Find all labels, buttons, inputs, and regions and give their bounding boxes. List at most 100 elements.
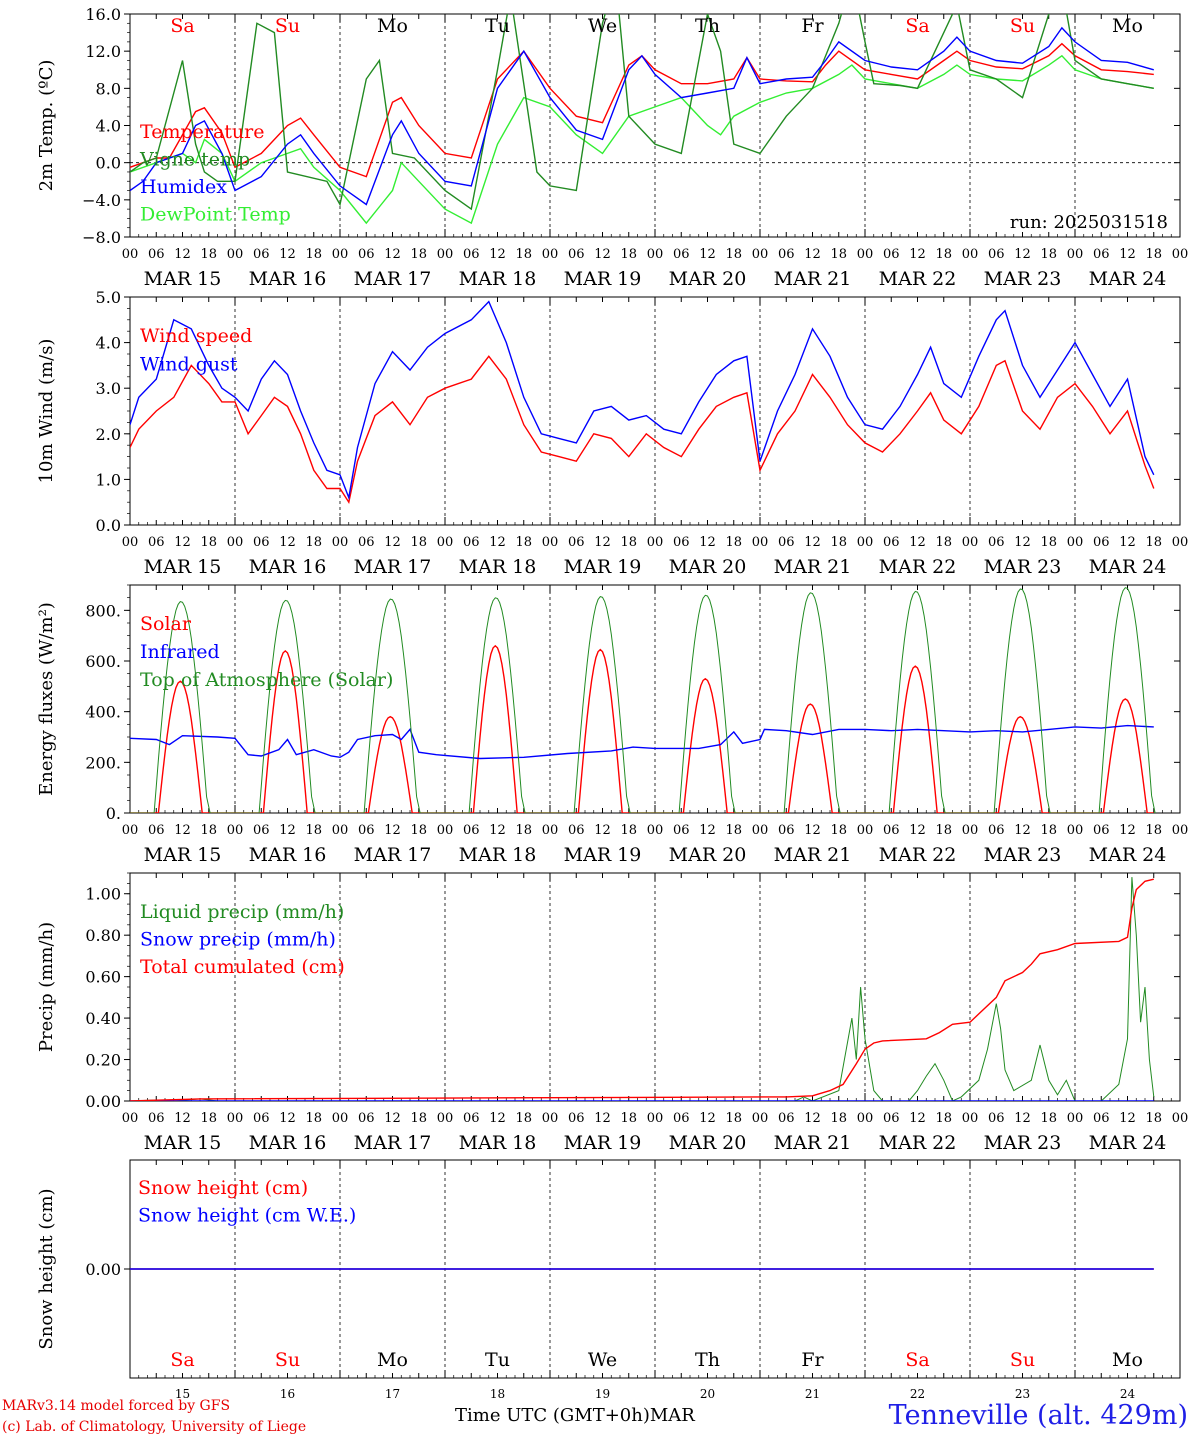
time-axis-label: Time UTC (GMT+0h)MAR — [455, 1405, 695, 1426]
temp-hour-tick-label: 12 — [174, 247, 191, 262]
flux-hour-tick-label: 12 — [1014, 823, 1031, 838]
precip-y-axis-label: Precip (mm/h) — [36, 922, 57, 1052]
flux-y-tick-label: 200. — [85, 753, 121, 772]
precip-hour-tick-label: 00 — [122, 1111, 139, 1126]
precip-hour-tick-label: 12 — [279, 1111, 296, 1126]
precip-hour-tick-label: 18 — [725, 1111, 742, 1126]
flux-date-label: MAR 18 — [459, 844, 537, 866]
flux-hour-tick-label: 00 — [1067, 823, 1084, 838]
wind-hour-tick-label: 12 — [1119, 535, 1136, 550]
temp-series-line — [130, 54, 1154, 225]
temp-hour-tick-label: 00 — [1172, 247, 1189, 262]
flux-hour-tick-label: 12 — [699, 823, 716, 838]
flux-hour-tick-label: 18 — [620, 823, 637, 838]
temp-legend-entry: DewPoint Temp — [140, 204, 291, 226]
precip-y-tick-label: 0.20 — [85, 1051, 121, 1070]
flux-y-tick-label: 0. — [106, 804, 121, 823]
station-name: Tenneville (alt. 429m) — [888, 1400, 1188, 1431]
temp-y-tick-label: −4.0 — [82, 191, 121, 210]
precip-hour-tick-label: 00 — [437, 1111, 454, 1126]
wind-hour-tick-label: 18 — [830, 535, 847, 550]
temp-hour-tick-label: 06 — [568, 247, 585, 262]
temp-hour-tick-label: 00 — [332, 247, 349, 262]
wind-hour-tick-label: 12 — [279, 535, 296, 550]
precip-hour-tick-label: 06 — [883, 1111, 900, 1126]
flux-date-label: MAR 19 — [564, 844, 642, 866]
precip-hour-tick-label: 06 — [358, 1111, 375, 1126]
precip-hour-tick-label: 12 — [804, 1111, 821, 1126]
precip-date-label: MAR 17 — [354, 1132, 432, 1154]
temp-hour-tick-label: 00 — [122, 247, 139, 262]
precip-hour-tick-label: 06 — [568, 1111, 585, 1126]
temp-hour-tick-label: 18 — [515, 247, 532, 262]
flux-hour-tick-label: 12 — [174, 823, 191, 838]
bottom-day-number: 24 — [1120, 1387, 1136, 1401]
flux-series-line — [130, 644, 1154, 813]
flux-hour-tick-label: 06 — [568, 823, 585, 838]
precip-legend-entry: Liquid precip (mm/h) — [140, 901, 344, 923]
wind-hour-tick-label: 06 — [673, 535, 690, 550]
precip-y-tick-label: 0.00 — [85, 1092, 121, 1111]
temp-hour-tick-label: 00 — [857, 247, 874, 262]
temp-hour-tick-label: 06 — [883, 247, 900, 262]
precip-hour-tick-label: 18 — [830, 1111, 847, 1126]
flux-hour-tick-label: 18 — [410, 823, 427, 838]
flux-hour-tick-label: 00 — [857, 823, 874, 838]
temp-hour-tick-label: 12 — [804, 247, 821, 262]
flux-hour-tick-label: 06 — [1093, 823, 1110, 838]
flux-date-label: MAR 24 — [1089, 844, 1167, 866]
temp-hour-tick-label: 18 — [830, 247, 847, 262]
flux-hour-tick-label: 12 — [489, 823, 506, 838]
bottom-weekday-label: Su — [1010, 1349, 1035, 1371]
temp-legend-entry: Vigne temp — [139, 149, 250, 171]
top-weekday-label: Th — [695, 15, 720, 37]
precip-hour-tick-label: 12 — [909, 1111, 926, 1126]
wind-hour-tick-label: 00 — [752, 535, 769, 550]
precip-hour-tick-label: 00 — [227, 1111, 244, 1126]
wind-hour-tick-label: 12 — [1014, 535, 1031, 550]
temp-y-tick-label: 0.0 — [96, 154, 121, 173]
bottom-day-number: 19 — [595, 1387, 610, 1401]
top-weekday-label: Su — [275, 15, 300, 37]
temp-hour-tick-label: 00 — [1067, 247, 1084, 262]
temp-hour-tick-label: 18 — [1040, 247, 1057, 262]
bottom-weekday-label: Tu — [485, 1349, 510, 1371]
wind-hour-tick-label: 18 — [410, 535, 427, 550]
temp-hour-tick-label: 00 — [752, 247, 769, 262]
precip-hour-tick-label: 12 — [1014, 1111, 1031, 1126]
precip-hour-tick-label: 12 — [174, 1111, 191, 1126]
precip-hour-tick-label: 18 — [305, 1111, 322, 1126]
bottom-weekday-label: Su — [275, 1349, 300, 1371]
bottom-day-number: 17 — [385, 1387, 400, 1401]
flux-y-tick-label: 600. — [85, 652, 121, 671]
lab-credit-line: (c) Lab. of Climatology, University of L… — [2, 1419, 307, 1435]
model-credit-line: MARv3.14 model forced by GFS — [2, 1398, 231, 1414]
wind-date-label: MAR 22 — [879, 556, 957, 578]
temp-hour-tick-label: 06 — [463, 247, 480, 262]
flux-date-label: MAR 15 — [144, 844, 222, 866]
wind-hour-tick-label: 18 — [725, 535, 742, 550]
flux-hour-tick-label: 00 — [437, 823, 454, 838]
flux-hour-tick-label: 06 — [883, 823, 900, 838]
precip-hour-tick-label: 00 — [332, 1111, 349, 1126]
flux-hour-tick-label: 00 — [752, 823, 769, 838]
temp-hour-tick-label: 06 — [988, 247, 1005, 262]
wind-hour-tick-label: 06 — [358, 535, 375, 550]
temp-series-line — [130, 42, 1154, 178]
temp-date-label: MAR 19 — [564, 268, 642, 290]
bottom-weekday-label: Mo — [1112, 1349, 1143, 1371]
precip-hour-tick-label: 18 — [200, 1111, 217, 1126]
wind-hour-tick-label: 00 — [1172, 535, 1189, 550]
precip-hour-tick-label: 00 — [542, 1111, 559, 1126]
precip-hour-tick-label: 06 — [148, 1111, 165, 1126]
wind-hour-tick-label: 18 — [1040, 535, 1057, 550]
wind-date-label: MAR 21 — [774, 556, 852, 578]
wind-hour-tick-label: 00 — [857, 535, 874, 550]
temp-hour-tick-label: 12 — [1014, 247, 1031, 262]
flux-hour-tick-label: 06 — [358, 823, 375, 838]
wind-hour-tick-label: 18 — [305, 535, 322, 550]
precip-hour-tick-label: 00 — [752, 1111, 769, 1126]
top-weekday-label: Sa — [170, 15, 194, 37]
temp-hour-tick-label: 00 — [437, 247, 454, 262]
